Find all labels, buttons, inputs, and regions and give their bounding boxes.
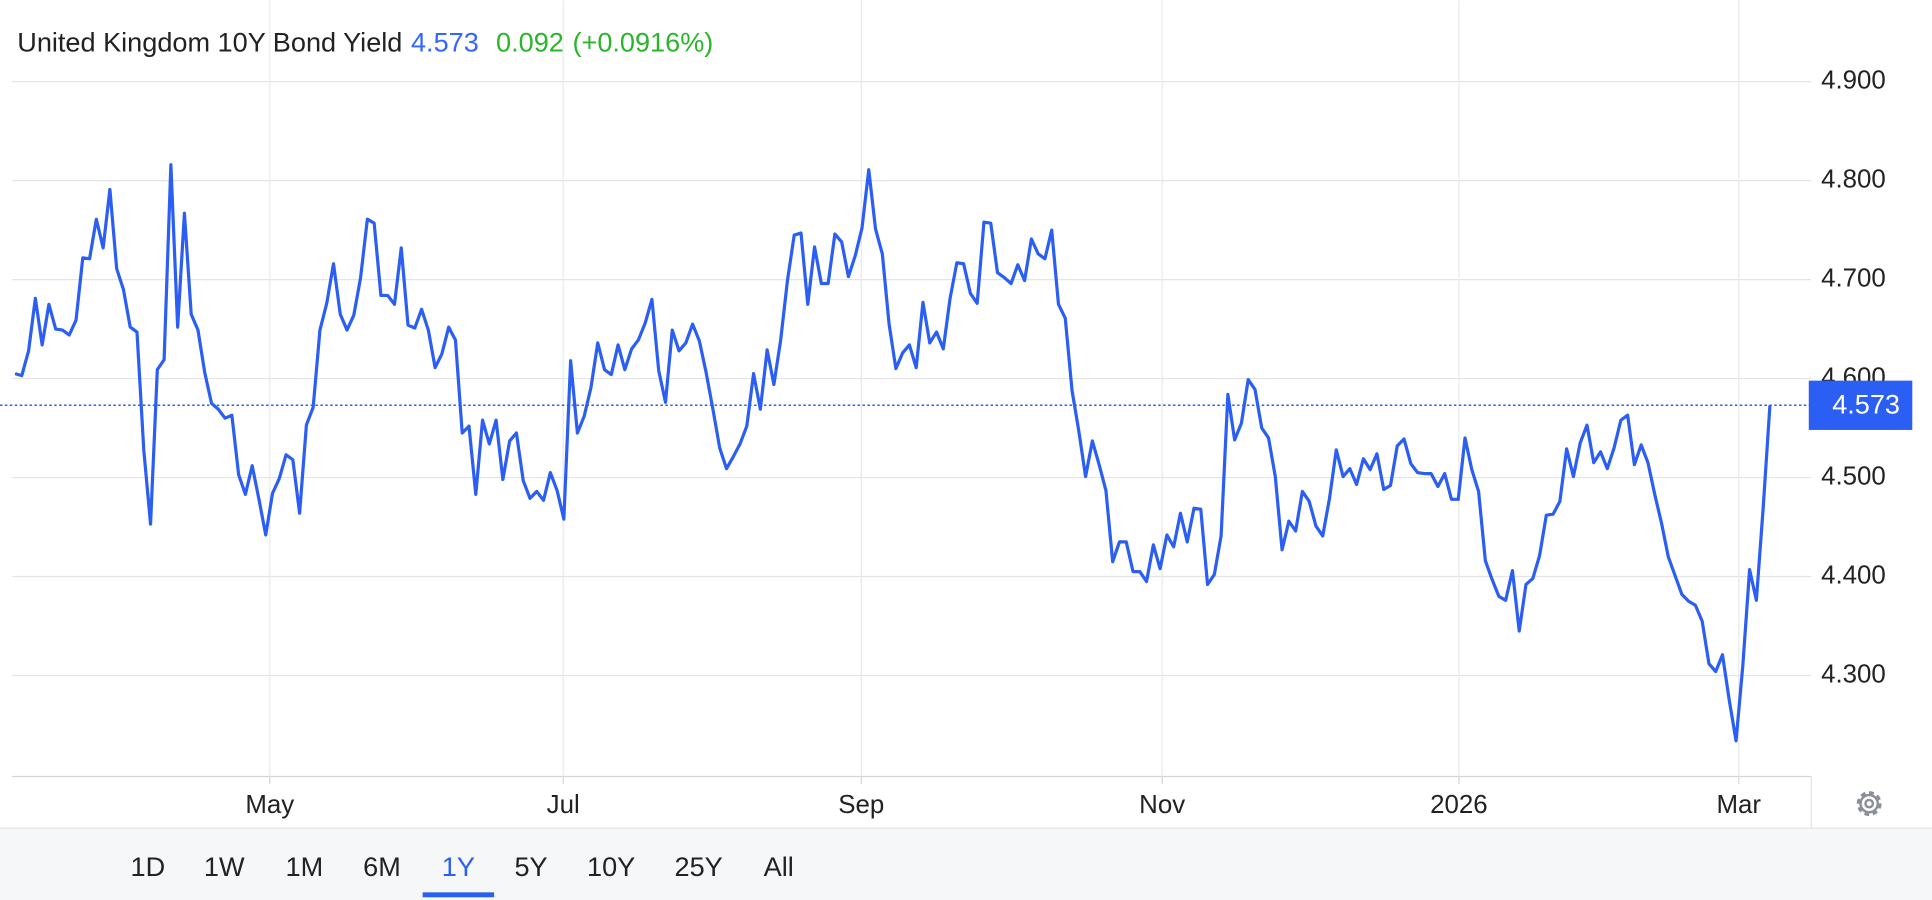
range-button[interactable]: 5Y xyxy=(514,851,547,882)
last-value-label: 4.573 xyxy=(1832,389,1900,420)
chart-header: United Kingdom 10Y Bond Yield 4.573 0.092 (… xyxy=(17,27,713,58)
y-tick-label: 4.300 xyxy=(1821,660,1886,688)
price-change: 0.092 xyxy=(496,27,564,58)
range-button[interactable]: 1M xyxy=(286,851,324,882)
y-tick-label: 4.900 xyxy=(1821,66,1886,94)
range-selected-underline xyxy=(422,892,495,898)
y-tick-label: 4.800 xyxy=(1821,165,1886,193)
gear-teeth xyxy=(1856,791,1882,817)
range-button[interactable]: 6M xyxy=(363,851,401,882)
x-tick-label: Mar xyxy=(1716,791,1761,819)
range-button[interactable]: 25Y xyxy=(675,851,723,882)
x-tick-label: 2026 xyxy=(1430,791,1488,819)
y-tick-label: 4.500 xyxy=(1821,462,1886,490)
range-button[interactable]: 1W xyxy=(204,851,245,882)
range-button[interactable]: 10Y xyxy=(587,851,635,882)
yield-line xyxy=(14,163,1772,743)
y-tick-label: 4.700 xyxy=(1821,264,1886,292)
x-tick-label: Jul xyxy=(547,791,580,819)
last-price: 4.573 xyxy=(411,27,479,58)
x-tick-label: May xyxy=(245,791,294,819)
x-tick-label: Sep xyxy=(838,791,884,819)
range-button[interactable]: 1Y xyxy=(442,851,475,882)
chart-title: United Kingdom 10Y Bond Yield xyxy=(17,27,402,58)
grid xyxy=(12,0,1812,777)
last-value-tag xyxy=(1808,380,1913,430)
settings-button[interactable] xyxy=(1856,791,1882,817)
range-bar xyxy=(0,828,1932,900)
gear-body xyxy=(1859,793,1880,814)
x-tick-label: Nov xyxy=(1139,791,1185,819)
range-button[interactable]: 1D xyxy=(131,851,166,882)
price-change-percent: (+0.0916%) xyxy=(572,27,713,58)
y-tick-label: 4.400 xyxy=(1821,561,1886,589)
gear-hole xyxy=(1864,798,1875,809)
range-button[interactable]: All xyxy=(764,851,794,882)
